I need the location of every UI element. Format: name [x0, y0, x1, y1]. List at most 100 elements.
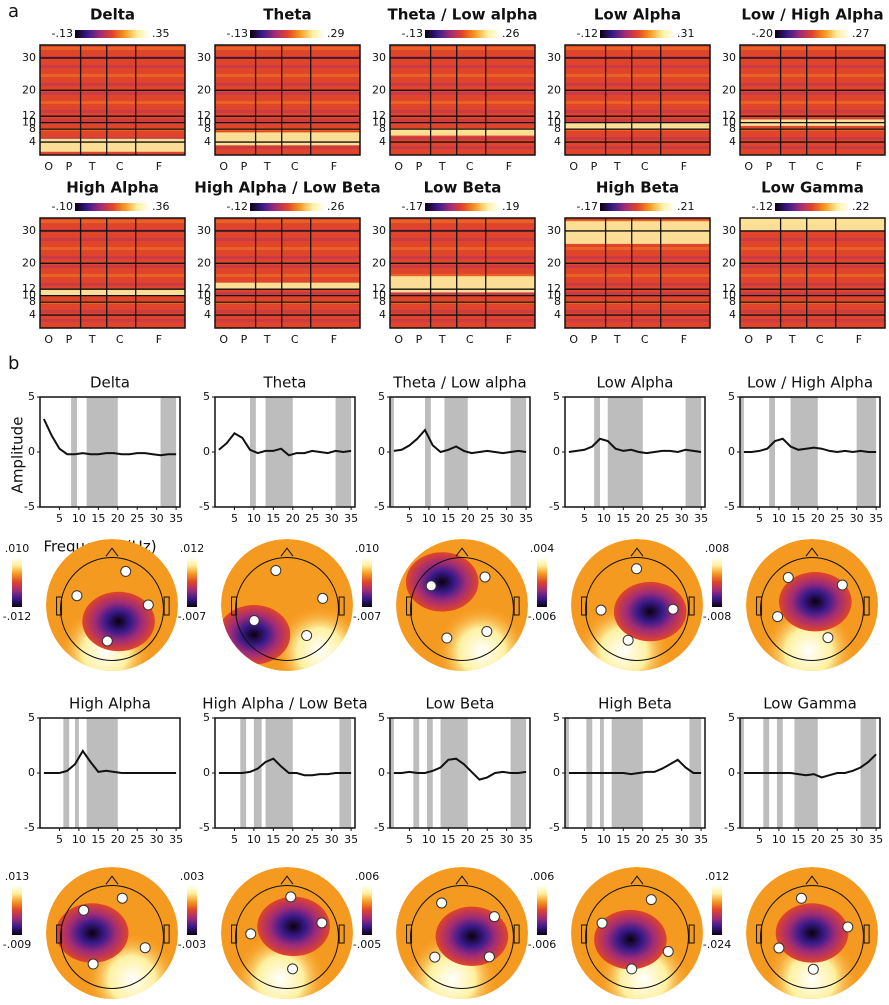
heatmap-texture	[40, 274, 185, 277]
y-tick-label: 4	[204, 135, 211, 148]
x-tick-label: O	[394, 160, 403, 173]
bright-band	[215, 132, 360, 145]
plot-title: Low Beta	[426, 695, 495, 713]
x-tick-label: 35	[169, 512, 183, 525]
x-tick-label: P	[591, 333, 598, 346]
electrode	[796, 893, 806, 903]
x-tick-label: 20	[111, 512, 125, 525]
bright-band	[215, 283, 360, 289]
colorbar-min: -.10	[52, 200, 73, 213]
colorbar-max: .29	[327, 27, 345, 40]
x-tick-label: P	[416, 333, 423, 346]
y-tick-label: -5	[724, 500, 735, 513]
y-tick-label: 12	[722, 282, 736, 295]
y-tick-label: 5	[553, 711, 560, 724]
bright-band	[565, 123, 710, 129]
colorbar-min: -.012	[3, 610, 31, 623]
y-tick-label: 20	[372, 83, 386, 96]
x-tick-label: 10	[72, 512, 86, 525]
electrode	[246, 929, 256, 939]
topomap	[396, 867, 528, 1005]
colorbar-min: -.005	[353, 938, 381, 951]
shaded-band	[63, 718, 69, 828]
heatmap-texture	[40, 65, 185, 68]
electrode	[632, 564, 642, 574]
heatmap-texture	[740, 292, 885, 295]
heatmap-texture	[215, 310, 360, 313]
x-tick-label: C	[466, 160, 474, 173]
shaded-band	[161, 397, 177, 507]
x-tick-label: T	[788, 160, 796, 173]
electrode	[317, 918, 327, 928]
heatmap-title: Low Alpha	[594, 6, 681, 24]
y-tick-label: 30	[197, 224, 211, 237]
electrode	[286, 892, 296, 902]
bright-band	[40, 289, 185, 295]
heatmap-title: Low Gamma	[761, 179, 864, 197]
electrode	[102, 636, 112, 646]
heatmap-texture	[565, 146, 710, 149]
heatmap-texture	[740, 47, 885, 50]
heatmap-texture	[215, 220, 360, 223]
y-tick-label: 30	[722, 224, 736, 237]
x-tick-label: F	[856, 160, 862, 173]
colorbar-max: .013	[5, 870, 30, 883]
heatmap-texture	[740, 74, 885, 77]
heatmap-texture	[565, 137, 710, 140]
colorbar	[775, 203, 850, 211]
x-tick-label: T	[788, 333, 796, 346]
heatmap-texture	[565, 92, 710, 95]
heatmap-texture	[565, 274, 710, 277]
colorbar	[537, 557, 547, 607]
electrode	[597, 918, 607, 928]
colorbar	[425, 203, 500, 211]
x-tick-label: 25	[830, 833, 844, 846]
colorbar-min: -.007	[178, 610, 206, 623]
electrode	[627, 964, 637, 974]
y-tick-label: -5	[374, 821, 385, 834]
y-tick-label: 30	[22, 51, 36, 64]
y-tick-label: -5	[374, 500, 385, 513]
x-tick-label: O	[569, 333, 578, 346]
shaded-band	[254, 718, 262, 828]
y-tick-label: 5	[28, 711, 35, 724]
heatmap-texture	[740, 83, 885, 86]
topomap	[746, 867, 878, 1005]
heatmap-texture	[390, 319, 535, 322]
y-tick-label: 0	[203, 445, 210, 458]
colorbar-min: -.13	[402, 27, 423, 40]
heatmap-texture	[740, 319, 885, 322]
x-tick-label: 5	[231, 833, 238, 846]
electrode	[426, 581, 436, 591]
plot-title: High Alpha / Low Beta	[202, 695, 367, 713]
x-tick-label: 20	[811, 512, 825, 525]
x-tick-label: 15	[616, 833, 630, 846]
x-tick-label: 30	[500, 833, 514, 846]
bright-band	[565, 221, 710, 244]
x-tick-label: 30	[675, 833, 689, 846]
colorbar-max: .21	[677, 200, 695, 213]
x-tick-label: 30	[325, 512, 339, 525]
x-tick-label: 20	[461, 512, 475, 525]
colorbar	[600, 203, 675, 211]
colorbar-max: .006	[530, 870, 555, 883]
heatmap-texture	[40, 247, 185, 250]
plot-title: Delta	[90, 374, 130, 392]
colorbar-max: .31	[677, 27, 695, 40]
y-tick-label: 0	[728, 766, 735, 779]
y-tick-label: 0	[28, 766, 35, 779]
x-tick-label: 10	[597, 833, 611, 846]
colorbar-min: -.17	[402, 200, 423, 213]
heatmap-texture	[740, 274, 885, 277]
topomap-bright	[436, 605, 528, 697]
heatmap-texture	[215, 110, 360, 113]
colorbar	[425, 30, 500, 38]
x-tick-label: C	[816, 160, 824, 173]
heatmap-texture	[40, 238, 185, 241]
heatmap-texture	[740, 283, 885, 286]
x-tick-label: 25	[130, 512, 144, 525]
y-tick-label: -5	[199, 821, 210, 834]
heatmap-texture	[215, 256, 360, 259]
x-tick-label: 5	[406, 512, 413, 525]
electrode	[88, 959, 98, 969]
